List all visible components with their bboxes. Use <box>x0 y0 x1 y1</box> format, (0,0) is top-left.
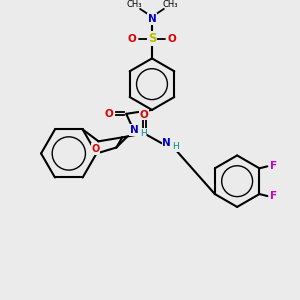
Text: CH₃: CH₃ <box>126 0 142 9</box>
Text: N: N <box>148 14 156 24</box>
Text: O: O <box>128 34 136 44</box>
Text: F: F <box>270 191 277 201</box>
Text: H: H <box>140 129 146 138</box>
Text: N: N <box>163 138 171 148</box>
Text: N: N <box>130 125 139 135</box>
Text: S: S <box>148 32 156 45</box>
Text: O: O <box>140 110 148 120</box>
Text: CH₃: CH₃ <box>162 0 178 9</box>
Text: O: O <box>92 144 100 154</box>
Text: O: O <box>104 109 113 119</box>
Text: O: O <box>167 34 176 44</box>
Text: F: F <box>270 161 277 171</box>
Text: H: H <box>172 142 179 151</box>
